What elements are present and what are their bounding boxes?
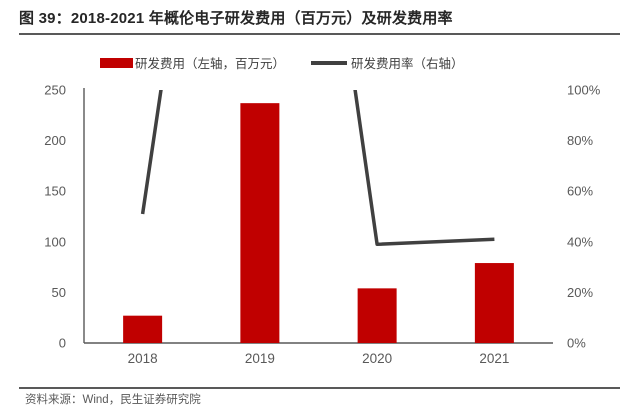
bar-2019 xyxy=(240,103,280,343)
right-axis-tick: 20% xyxy=(567,285,593,300)
legend-label-rd-expense-rate: 研发费用率（右轴） xyxy=(351,57,464,71)
footer-divider xyxy=(19,387,620,389)
legend-item-rd-expense: 研发费用（左轴，百万元） xyxy=(100,53,285,72)
figure-title: 图 39：2018-2021 年概伦电子研发费用（百万元）及研发费用率 xyxy=(19,10,453,27)
right-axis-tick: 100% xyxy=(567,83,601,98)
left-axis-tick: 150 xyxy=(44,184,66,199)
left-axis-tick: 200 xyxy=(44,133,66,148)
x-axis-label-2018: 2018 xyxy=(128,351,158,366)
title-divider xyxy=(19,33,620,35)
x-axis-label-2021: 2021 xyxy=(479,351,509,366)
legend-item-rd-expense-rate: 研发费用率（右轴） xyxy=(311,53,464,72)
x-axis-label-2020: 2020 xyxy=(362,351,392,366)
right-axis-tick: 0% xyxy=(567,336,586,351)
legend-label-rd-expense: 研发费用（左轴，百万元） xyxy=(135,57,286,71)
right-axis-tick: 40% xyxy=(567,234,593,249)
bar-2020 xyxy=(357,288,397,343)
left-axis-tick: 0 xyxy=(59,336,66,351)
combo-chart: 0 50 100 150 200 250 0% 20% 40% 60% 80% 100% 2018 201… xyxy=(44,83,601,367)
x-axis-label-2019: 2019 xyxy=(245,351,275,366)
right-axis-tick: 60% xyxy=(567,184,593,199)
right-axis-tick: 80% xyxy=(567,133,593,148)
left-axis-tick: 250 xyxy=(44,83,66,98)
bar-series-swatch-icon xyxy=(100,57,133,68)
chart-legend: 研发费用（左轴，百万元） 研发费用率（右轴） xyxy=(100,53,464,72)
source-note: 资料来源：Wind，民生证券研究院 xyxy=(25,394,201,406)
left-axis-tick: 50 xyxy=(52,285,66,300)
bar-2018 xyxy=(123,315,163,343)
bar-2021 xyxy=(474,263,514,343)
rd-expense-rate-line xyxy=(140,90,495,247)
line-series-swatch-icon xyxy=(311,60,348,65)
left-axis-tick: 100 xyxy=(44,234,66,249)
